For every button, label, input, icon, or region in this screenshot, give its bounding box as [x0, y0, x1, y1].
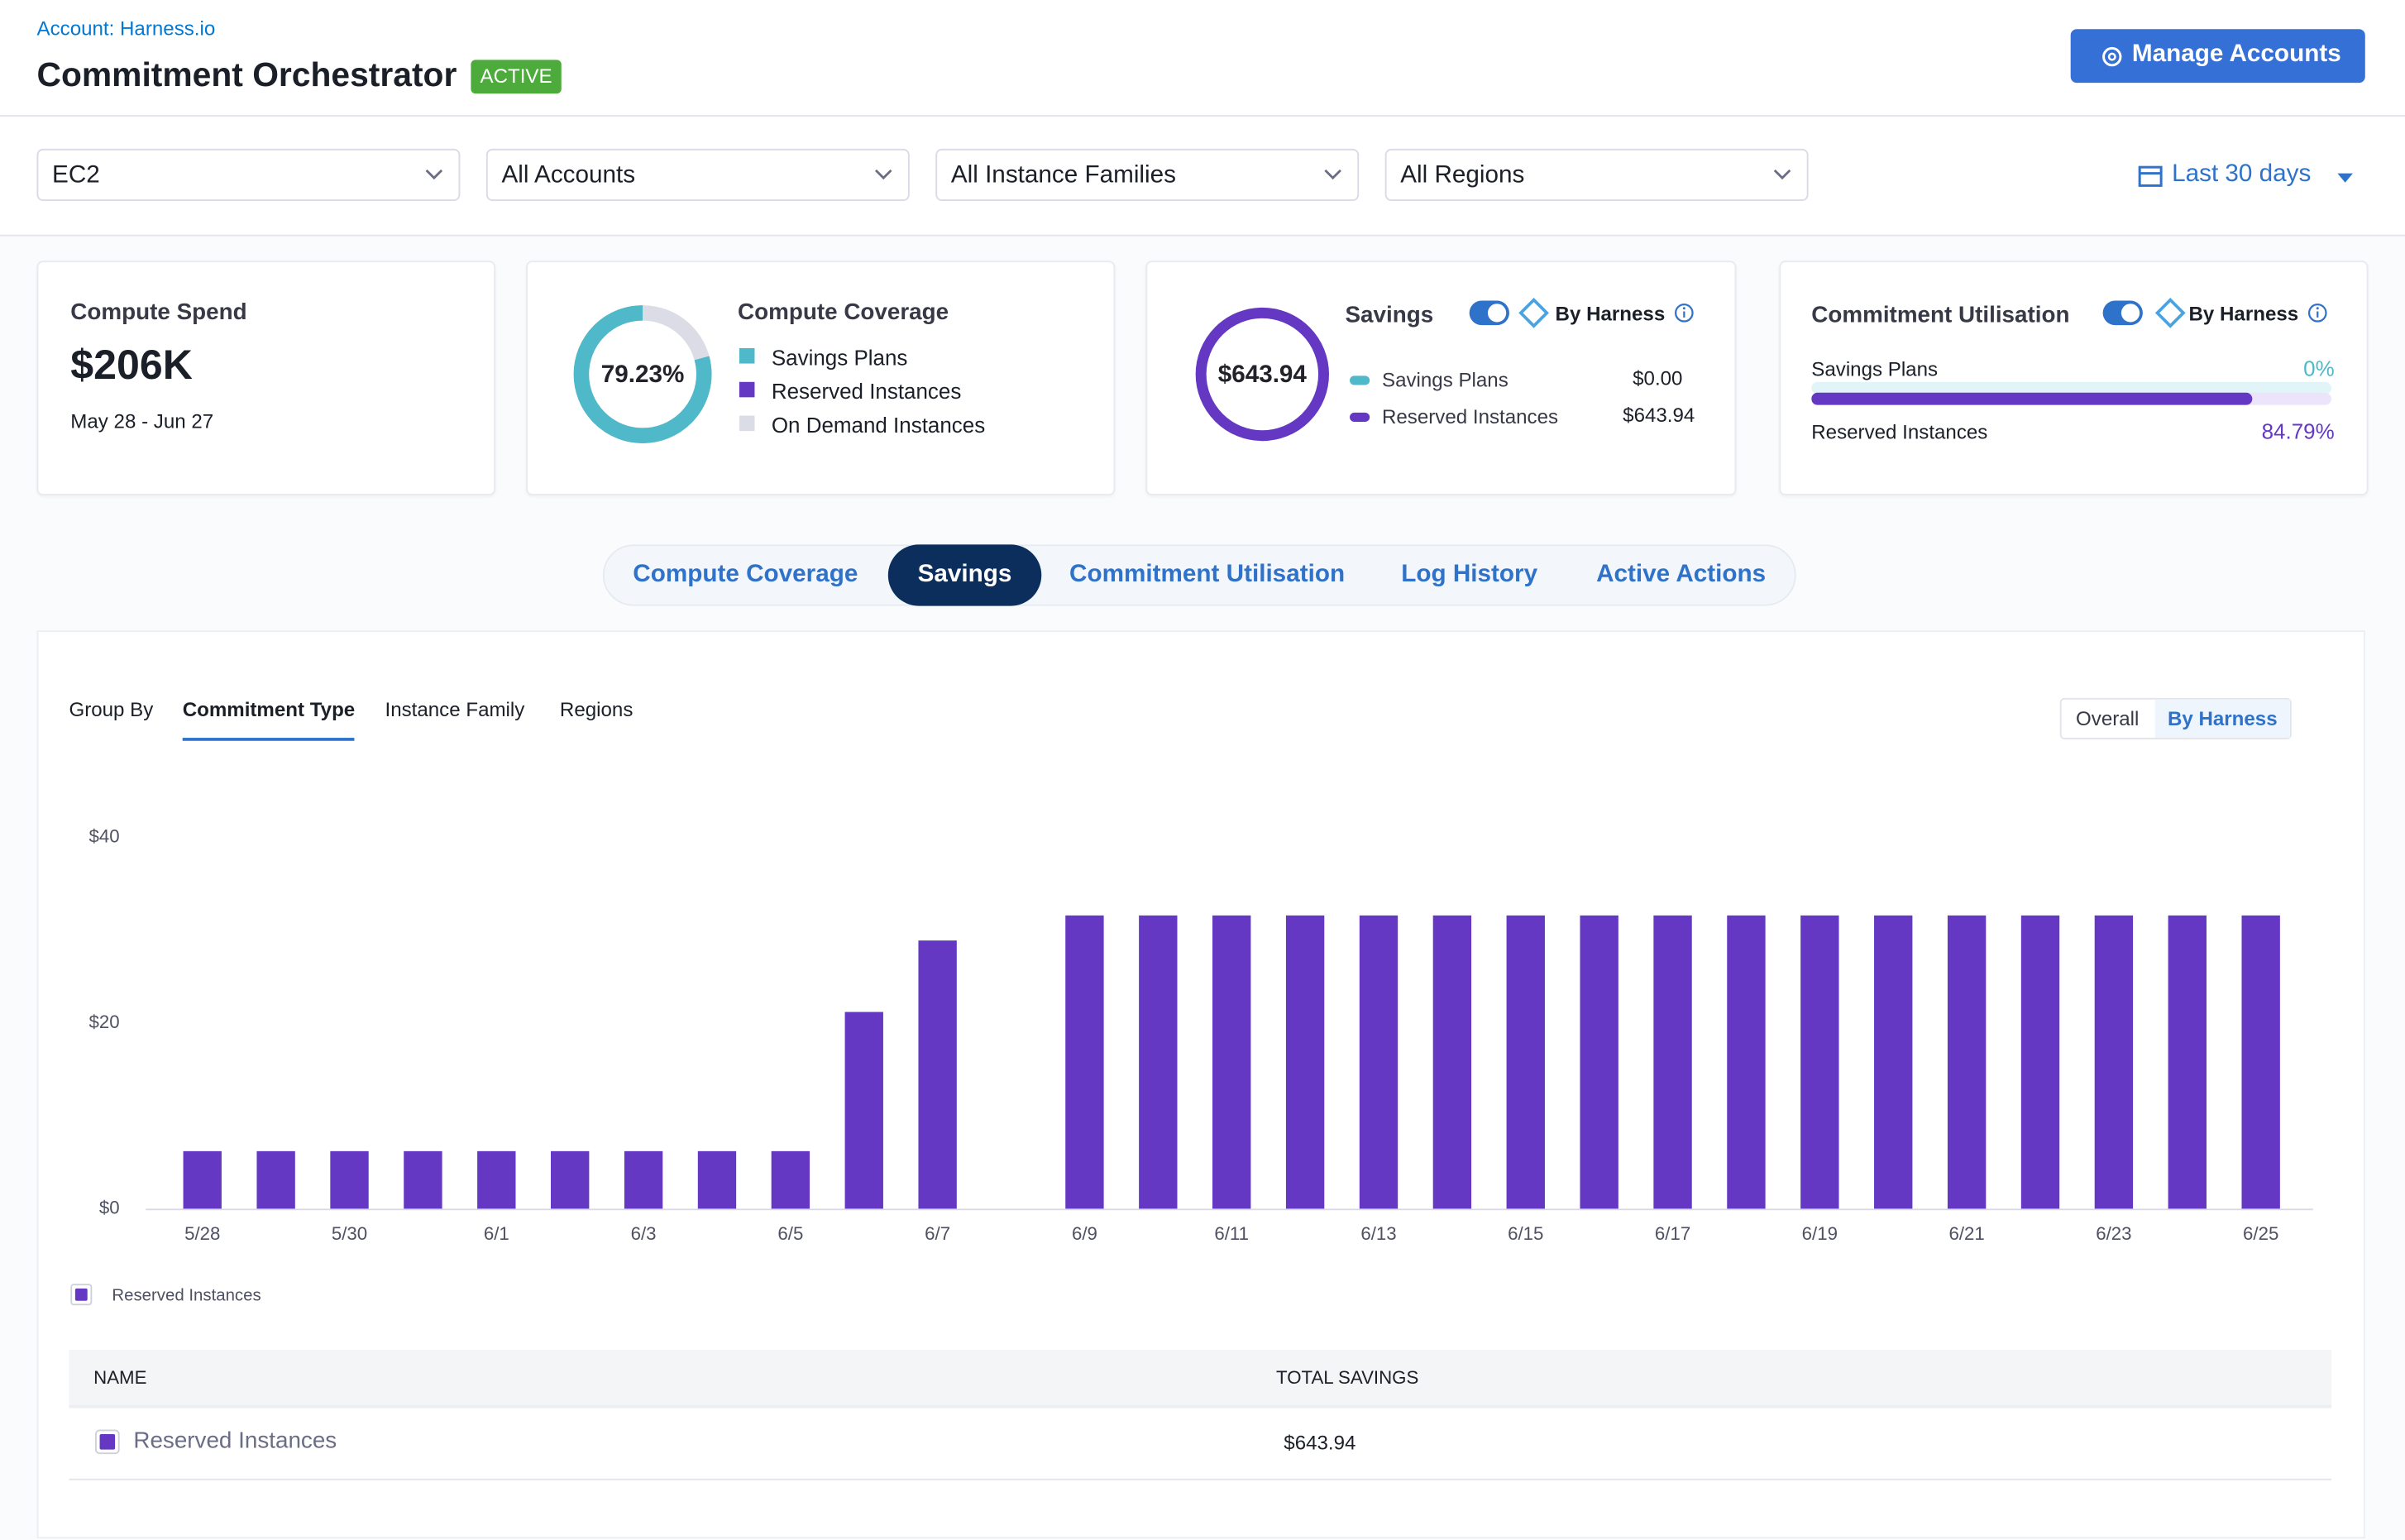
- view-toggle: [2059, 697, 2292, 739]
- utilisation-card: Commitment Utilisation By Harness Saving…: [1779, 261, 2369, 496]
- toggle-icons[interactable]: [1468, 297, 1667, 332]
- tab[interactable]: Active Actions: [1596, 561, 1767, 588]
- table-header: [69, 1350, 2331, 1408]
- chevron: [425, 169, 443, 180]
- chevron: [1324, 169, 1341, 180]
- spend-period: May 28 - Jun 27: [70, 409, 214, 433]
- group-by-label: Group By: [69, 697, 154, 721]
- util-percent: 84.79%: [2261, 418, 2335, 443]
- row-name: Savings Plans: [1381, 368, 1509, 391]
- savings-total: $643.94: [1218, 361, 1308, 388]
- tab[interactable]: Log History: [1401, 561, 1538, 588]
- row-swatch: [1350, 412, 1370, 423]
- util-percent: 0%: [2303, 356, 2335, 380]
- savings-card: $643.94 Savings By Harness Savings Plans…: [1145, 261, 1737, 496]
- tab[interactable]: Compute Coverage: [633, 561, 858, 588]
- card-title: Compute Coverage: [738, 299, 949, 326]
- region-select[interactable]: All Regions: [1384, 148, 1809, 201]
- legend-swatch[interactable]: [70, 1284, 93, 1306]
- row-value: $643.94: [1623, 403, 1695, 427]
- table-rule: [69, 1478, 2331, 1480]
- select-value: All Instance Families: [950, 162, 1176, 189]
- spend-value: $206K: [70, 342, 193, 389]
- legend-swatch: [739, 415, 755, 432]
- swatch-fill: [74, 1288, 88, 1301]
- legend-label: Savings Plans: [771, 345, 908, 370]
- manage-accounts-button[interactable]: Manage Accounts: [2070, 29, 2365, 84]
- swatch-fill: [99, 1434, 116, 1450]
- chevron: [874, 169, 892, 180]
- group-option[interactable]: Instance Family: [385, 697, 525, 721]
- util-bar: [1811, 392, 2253, 405]
- group-option[interactable]: Regions: [559, 697, 634, 721]
- coverage-card: 79.23% Compute Coverage Savings Plans Re…: [526, 261, 1116, 496]
- row-swatch: [1350, 375, 1370, 385]
- service-select[interactable]: EC2: [36, 148, 461, 201]
- status-badge: ACTIVE: [471, 60, 562, 94]
- info-icon[interactable]: [1673, 302, 1695, 323]
- tab-bar: [602, 544, 1796, 606]
- legend-swatch: [739, 347, 755, 364]
- page-title: Commitment Orchestrator: [36, 55, 457, 94]
- card-title: Commitment Utilisation: [1811, 302, 2070, 328]
- util-name: Savings Plans: [1811, 357, 1939, 380]
- utilisation-bars: [1811, 381, 2331, 405]
- column-header: TOTAL SAVINGS: [1276, 1366, 1419, 1389]
- toggle-icons[interactable]: [2101, 297, 2193, 332]
- select-value: All Accounts: [501, 162, 636, 189]
- coverage-donut: 79.23%: [573, 305, 712, 443]
- legend-label: Reserved Instances: [112, 1287, 261, 1306]
- row-value: $643.94: [1284, 1431, 1356, 1455]
- card-title: Savings: [1345, 302, 1434, 328]
- view-option-active[interactable]: By Harness: [2154, 699, 2290, 739]
- group-option-active[interactable]: Commitment Type: [182, 698, 356, 741]
- header: [0, 0, 2405, 117]
- coverage-percent: 79.23%: [601, 361, 685, 388]
- row-name: Reserved Instances: [133, 1428, 337, 1455]
- tab[interactable]: Commitment Utilisation: [1069, 561, 1346, 588]
- family-select[interactable]: All Instance Families: [935, 148, 1360, 201]
- button-label: Manage Accounts: [2131, 41, 2341, 68]
- util-name: Reserved Instances: [1811, 420, 1988, 443]
- select-value: All Regions: [1400, 162, 1525, 189]
- donut-arc: [573, 305, 712, 443]
- card-title: Compute Spend: [70, 299, 247, 326]
- select-value: EC2: [52, 162, 100, 189]
- legend-label: On Demand Instances: [771, 412, 986, 438]
- account-select[interactable]: All Accounts: [485, 148, 910, 201]
- toggle-label: By Harness: [2188, 302, 2299, 326]
- toggle-label: By Harness: [1555, 302, 1666, 326]
- view-option[interactable]: Overall: [2076, 706, 2140, 730]
- date-range: Last 30 days: [2172, 160, 2312, 188]
- compute-spend-card: Compute Spend $206K May 28 - Jun 27: [36, 261, 496, 496]
- account-link[interactable]: Account: Harness.io: [36, 17, 216, 41]
- gear-icon: [2102, 46, 2122, 67]
- row-value: $0.00: [1633, 366, 1683, 390]
- chevron: [1773, 169, 1791, 180]
- legend-swatch: [739, 381, 755, 398]
- caret: [2337, 173, 2353, 183]
- row-swatch: [94, 1429, 120, 1455]
- calendar-icon: [2138, 165, 2163, 187]
- info-icon[interactable]: [2307, 302, 2328, 323]
- legend-label: Reserved Instances: [771, 379, 962, 404]
- savings-donut: $643.94: [1195, 307, 1330, 442]
- column-header: NAME: [93, 1366, 147, 1389]
- util-track: [1811, 381, 2331, 395]
- tab-active[interactable]: Savings: [887, 544, 1042, 606]
- row-name: Reserved Instances: [1381, 404, 1559, 428]
